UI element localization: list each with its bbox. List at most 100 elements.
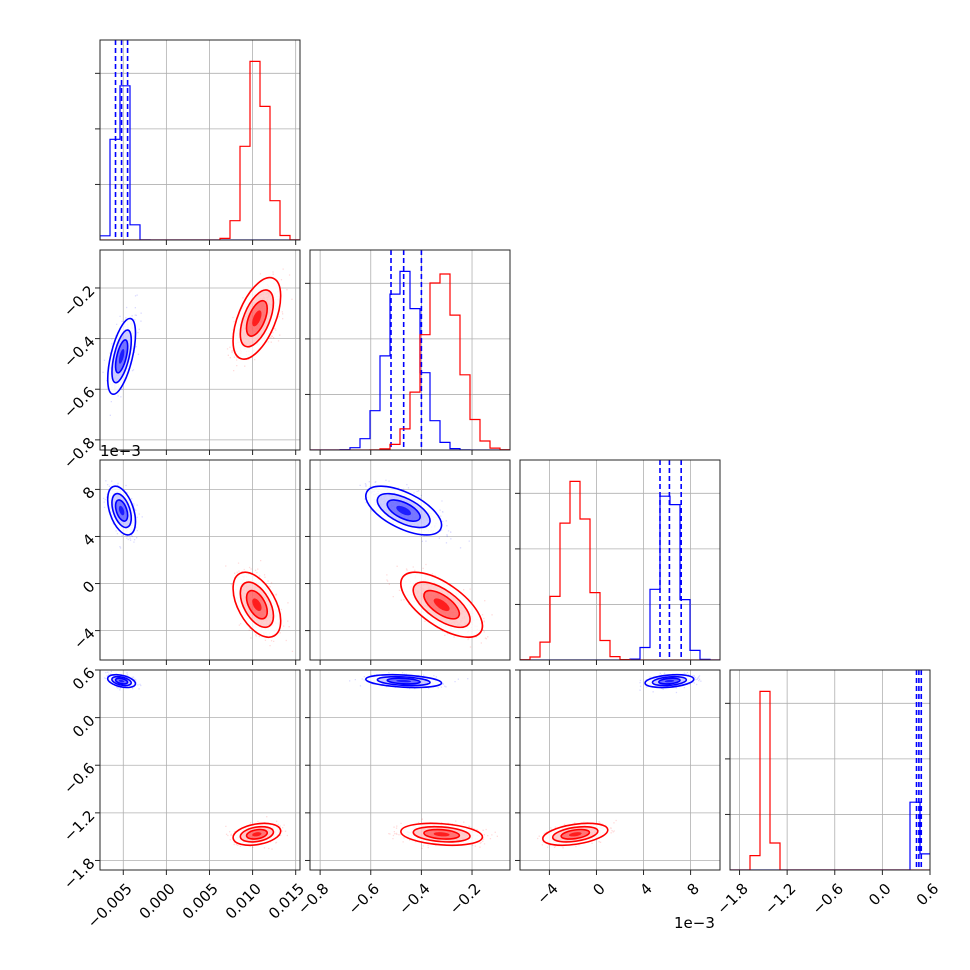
density-red bbox=[225, 559, 294, 653]
x-tick-label: 0.005 bbox=[179, 880, 222, 923]
panel-content bbox=[100, 460, 300, 660]
y-tick-label: −1.8 bbox=[60, 854, 98, 892]
density-fill bbox=[433, 598, 450, 612]
x-tick-label: −1.2 bbox=[761, 880, 799, 918]
y-tick-label: 8 bbox=[79, 483, 98, 502]
y-tick-label: 4 bbox=[79, 530, 98, 549]
panel-frame bbox=[99, 249, 301, 451]
contour-line bbox=[245, 589, 269, 620]
density-red bbox=[386, 563, 493, 648]
density-blue bbox=[639, 671, 702, 694]
contour-line bbox=[106, 485, 137, 536]
contour-line bbox=[232, 276, 282, 360]
panel-content bbox=[310, 670, 510, 870]
x-tick-label: −0.4 bbox=[395, 880, 433, 918]
y-tick-label: 0.0 bbox=[69, 711, 99, 741]
contour-line bbox=[114, 677, 129, 685]
contour-line bbox=[412, 581, 471, 629]
density-blue bbox=[349, 671, 469, 690]
density-fill bbox=[664, 679, 675, 683]
panel-3-0: −0.005 0.000 0.005 0.010 0.015−1.8−1.2−0.60.… bbox=[60, 664, 308, 932]
panel-frame bbox=[309, 459, 511, 661]
x-tick-label: 0.000 bbox=[136, 880, 179, 923]
panel-frame bbox=[519, 459, 721, 661]
contour-line bbox=[400, 822, 484, 847]
panel-content bbox=[100, 670, 300, 870]
contour-line bbox=[412, 825, 471, 843]
panel-2-2 bbox=[515, 459, 721, 665]
x-tick-label: −1.8 bbox=[713, 880, 751, 918]
density-fill bbox=[568, 832, 582, 837]
panel-frame bbox=[519, 669, 721, 871]
density-fill bbox=[118, 505, 125, 516]
panel-frame bbox=[99, 669, 301, 871]
x-tick-label: 0.010 bbox=[222, 880, 265, 923]
x-tick-label: 0 bbox=[589, 880, 608, 899]
panel-frame bbox=[99, 459, 301, 661]
contour-line bbox=[232, 571, 282, 638]
y-tick-label: −0.2 bbox=[60, 282, 98, 320]
panel-1-1 bbox=[305, 249, 511, 455]
density-blue bbox=[359, 479, 470, 549]
x-tick-label: −0.005 bbox=[84, 880, 136, 932]
x-tick-label: −0.6 bbox=[809, 880, 847, 918]
y-tick-label: 0.6 bbox=[69, 664, 99, 694]
contour-line bbox=[232, 822, 282, 847]
panel-content bbox=[730, 670, 930, 870]
contour-line bbox=[423, 589, 461, 620]
density-red bbox=[388, 818, 498, 850]
contour-line bbox=[245, 299, 269, 337]
density-fill bbox=[396, 505, 412, 516]
panel-3-1: −0.8 −0.6 −0.4 −0.2 bbox=[294, 669, 511, 918]
contour-line bbox=[644, 673, 695, 689]
contour-line bbox=[245, 828, 269, 840]
panel-3-2: −4 0 4 8 bbox=[515, 669, 721, 908]
density-blue bbox=[103, 670, 142, 691]
x-tick-label: −4 bbox=[533, 880, 561, 908]
y-tick-label: −0.6 bbox=[60, 759, 98, 797]
panel-3-3: −1.8 −1.2 −0.6 0.0 0.6 bbox=[713, 669, 943, 918]
contour-line bbox=[365, 485, 443, 536]
contour-line bbox=[542, 822, 609, 847]
y-tick-label: 0 bbox=[79, 577, 98, 596]
density-fill bbox=[118, 679, 125, 683]
y-tick-label: −1.2 bbox=[60, 807, 98, 845]
density-red bbox=[537, 819, 617, 849]
density-red bbox=[225, 816, 288, 850]
contour-line bbox=[376, 492, 431, 529]
panel-content bbox=[520, 460, 720, 660]
contour-line bbox=[365, 673, 443, 689]
contour-line bbox=[386, 677, 421, 685]
contour-line bbox=[106, 673, 137, 689]
contour-line bbox=[114, 499, 129, 522]
panel-content bbox=[310, 250, 510, 450]
density-fill bbox=[433, 832, 450, 837]
contour-line bbox=[560, 828, 591, 840]
x-tick-label: 0.6 bbox=[913, 880, 943, 910]
contour-line bbox=[239, 289, 275, 348]
density-red bbox=[226, 268, 293, 372]
panel-frame bbox=[309, 669, 511, 871]
panel-2-0: −4 0 4 8 bbox=[70, 459, 301, 665]
contour-line bbox=[651, 675, 688, 687]
panel-2-1 bbox=[305, 459, 511, 665]
x-tick-label: −0.6 bbox=[345, 880, 383, 918]
panel-frame bbox=[729, 669, 931, 871]
contour-line bbox=[106, 317, 137, 396]
contour-line bbox=[114, 339, 129, 374]
density-fill bbox=[118, 348, 125, 364]
y-offset-label: 1e−3 bbox=[100, 442, 141, 460]
panel-content bbox=[520, 670, 720, 870]
x-tick-label: 0.0 bbox=[865, 880, 895, 910]
panel-content bbox=[100, 40, 300, 240]
y-tick-label: −0.8 bbox=[60, 434, 98, 472]
contour-line bbox=[239, 581, 275, 629]
y-tick-label: −0.4 bbox=[60, 332, 98, 370]
contour-line bbox=[111, 492, 133, 529]
panel-content bbox=[310, 460, 510, 660]
density-blue bbox=[103, 480, 143, 549]
y-tick-label: −4 bbox=[70, 624, 98, 652]
panel-1-0: −0.8 −0.6 −0.4 −0.2 bbox=[60, 249, 301, 472]
